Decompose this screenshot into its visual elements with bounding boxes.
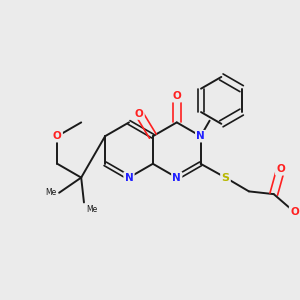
Text: S: S [221,172,230,183]
Text: N: N [172,172,181,183]
Text: Me: Me [45,188,56,197]
Text: O: O [172,91,181,101]
Text: O: O [290,207,299,217]
Text: N: N [196,131,205,141]
Text: O: O [135,109,143,118]
Text: N: N [124,172,134,183]
Text: O: O [53,131,62,141]
Text: O: O [276,164,285,174]
Text: Me: Me [86,206,97,214]
